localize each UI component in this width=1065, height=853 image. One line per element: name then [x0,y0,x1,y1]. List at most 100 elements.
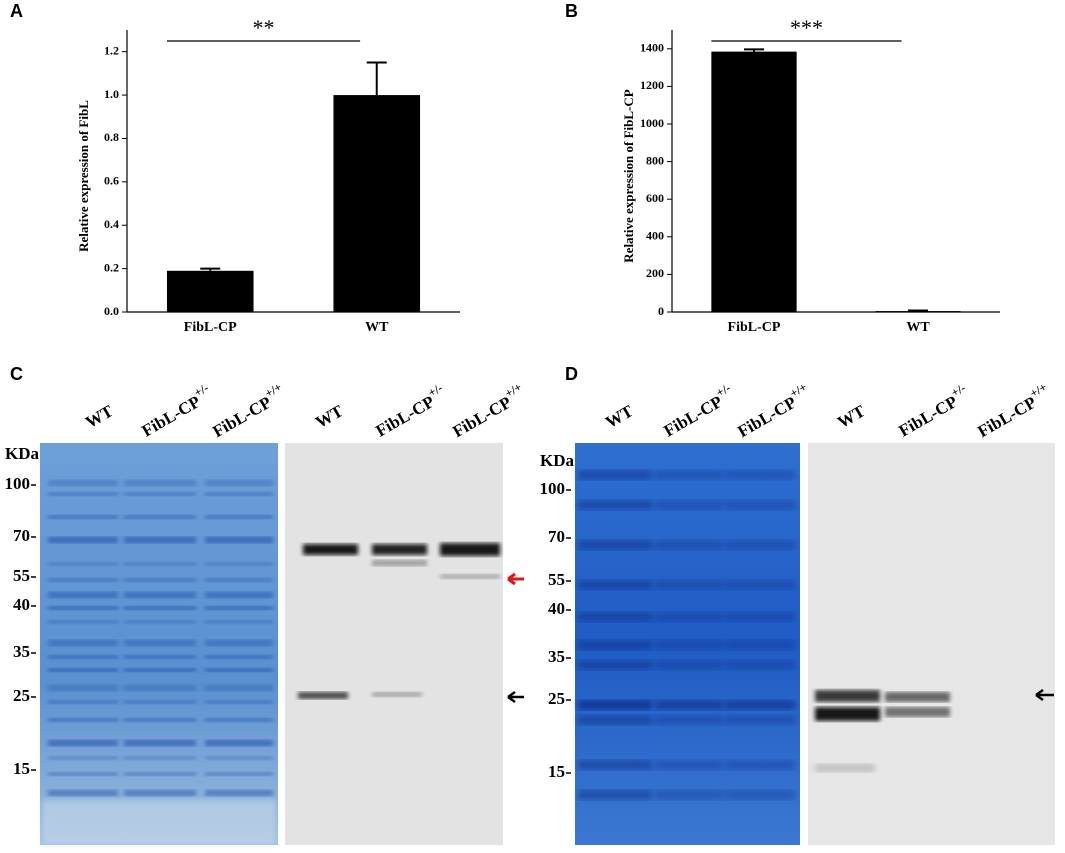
gel-band [725,760,795,770]
gel-band [124,480,196,486]
gel-band [48,700,118,704]
gel-band [205,537,273,543]
gel-images [40,443,1055,845]
gel-band [655,540,723,550]
lane-name: WT [602,401,637,432]
gel-band [205,740,273,746]
gel-band [815,690,880,702]
lane-label: FibL-CP+/+ [732,380,815,442]
gel-band [48,790,118,796]
gel-band [124,740,196,746]
lane-name: WT [312,401,347,432]
lane-label: FibL-CP+/- [136,380,216,440]
lane-name: WT [82,401,117,432]
gel-band [124,718,196,722]
lane-name: FibL-CP [209,393,274,442]
marker-label: 70 [13,526,30,545]
gel-band [885,692,950,702]
gel-band [655,470,723,480]
gel-band [815,707,880,721]
lane-name: FibL-CP [896,392,961,441]
x-tick-label: WT [365,320,389,335]
lane-label: WT [834,401,869,432]
gel-band [124,756,196,760]
lane-label: WT [312,401,347,432]
gel-band [578,790,652,800]
gel-band [205,592,273,598]
gel-band [48,640,118,646]
y-tick-label: 0 [658,304,664,318]
y-axis-label: Relative expression of FibL-CP [621,89,636,262]
gel-band [205,492,273,496]
y-tick-label: 1.2 [104,43,119,57]
gel-band [655,612,723,622]
gel-band [205,562,273,566]
gel-band [578,640,652,650]
gel-band [655,580,723,590]
marker-label: 15 [548,762,565,781]
significance-label: ** [253,15,275,40]
gel-band [48,668,118,672]
gel-band [205,606,273,610]
gel-band [205,756,273,760]
gel-band [48,606,118,610]
lane-genotype: +/- [949,380,968,399]
gel-band [124,606,196,610]
y-tick-label: 200 [646,266,664,280]
blot-d [808,443,1055,845]
gel-band [578,760,652,770]
gel-band [205,655,273,659]
bar [875,311,961,312]
gel-band [48,718,118,722]
lane-genotype: +/- [714,380,733,399]
marker-label: 35 [13,642,30,661]
lane-name: WT [834,401,869,432]
marker-label: 40 [13,595,30,614]
gel-band [725,500,795,510]
gel-band [124,592,196,598]
bar [333,95,421,312]
error-bar [744,48,764,52]
gel-band [655,760,723,770]
y-tick-label: 800 [646,153,664,167]
y-tick-label: 400 [646,229,664,243]
lane-genotype: +/- [426,380,445,399]
panel-label: A [10,1,23,21]
marker-label: 15 [13,759,30,778]
gel-band [655,700,723,710]
gel-band [124,668,196,672]
gel-band [48,685,118,691]
gel-band [48,620,118,624]
gel-band [48,537,118,543]
lane-name: FibL-CP [139,392,204,441]
gel-band [725,790,795,800]
gel-band [205,640,273,646]
gel-band [205,480,273,486]
y-axis-label: Relative expression of FibL [76,100,91,252]
x-tick-label: FibL-CP [184,320,237,335]
gel-band [372,692,422,697]
gel-band [48,515,118,519]
gel-band [578,580,652,590]
marker-label: 100 [540,479,566,498]
gel-band [655,715,723,725]
gel-band [48,740,118,746]
gel-band [725,580,795,590]
lane-label: WT [602,401,637,432]
y-tick-label: 600 [646,191,664,205]
panel-label: B [565,1,578,21]
gel-band [578,660,652,670]
gel-band [124,655,196,659]
gel-band [42,800,276,845]
marker-label: 25 [13,686,30,705]
gel-band [725,715,795,725]
marker-label: 25 [548,689,565,708]
bar [166,270,254,312]
marker-label: 100 [5,474,31,493]
gel-band [205,772,273,776]
error-bar [200,267,221,271]
gel-band [578,715,652,725]
gel-band [124,700,196,704]
gel-band [205,685,273,691]
